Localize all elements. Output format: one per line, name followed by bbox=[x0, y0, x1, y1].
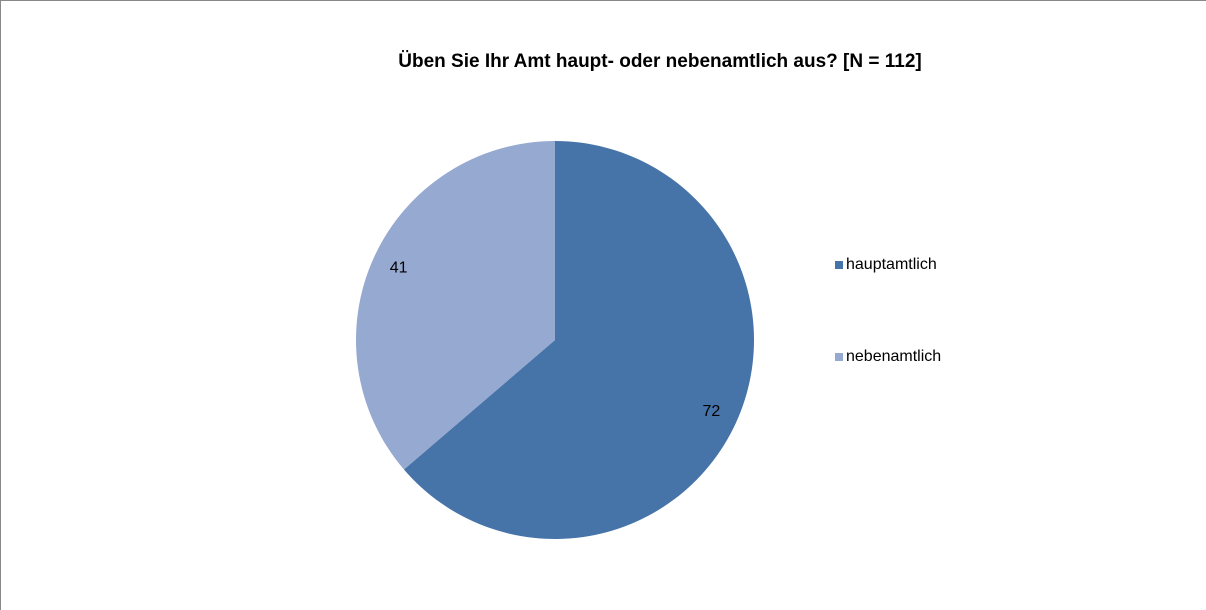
legend-label: nebenamtlich bbox=[846, 348, 941, 365]
pie-slice bbox=[356, 141, 555, 470]
pie-slice bbox=[403, 141, 754, 539]
legend-swatch bbox=[835, 353, 843, 361]
legend-label: hauptamtlich bbox=[846, 256, 937, 273]
legend-swatch bbox=[835, 261, 843, 269]
data-label: 41 bbox=[390, 259, 408, 276]
chart-title: Üben Sie Ihr Amt haupt- oder nebenamtlic… bbox=[398, 51, 921, 72]
data-label: 72 bbox=[702, 403, 720, 420]
